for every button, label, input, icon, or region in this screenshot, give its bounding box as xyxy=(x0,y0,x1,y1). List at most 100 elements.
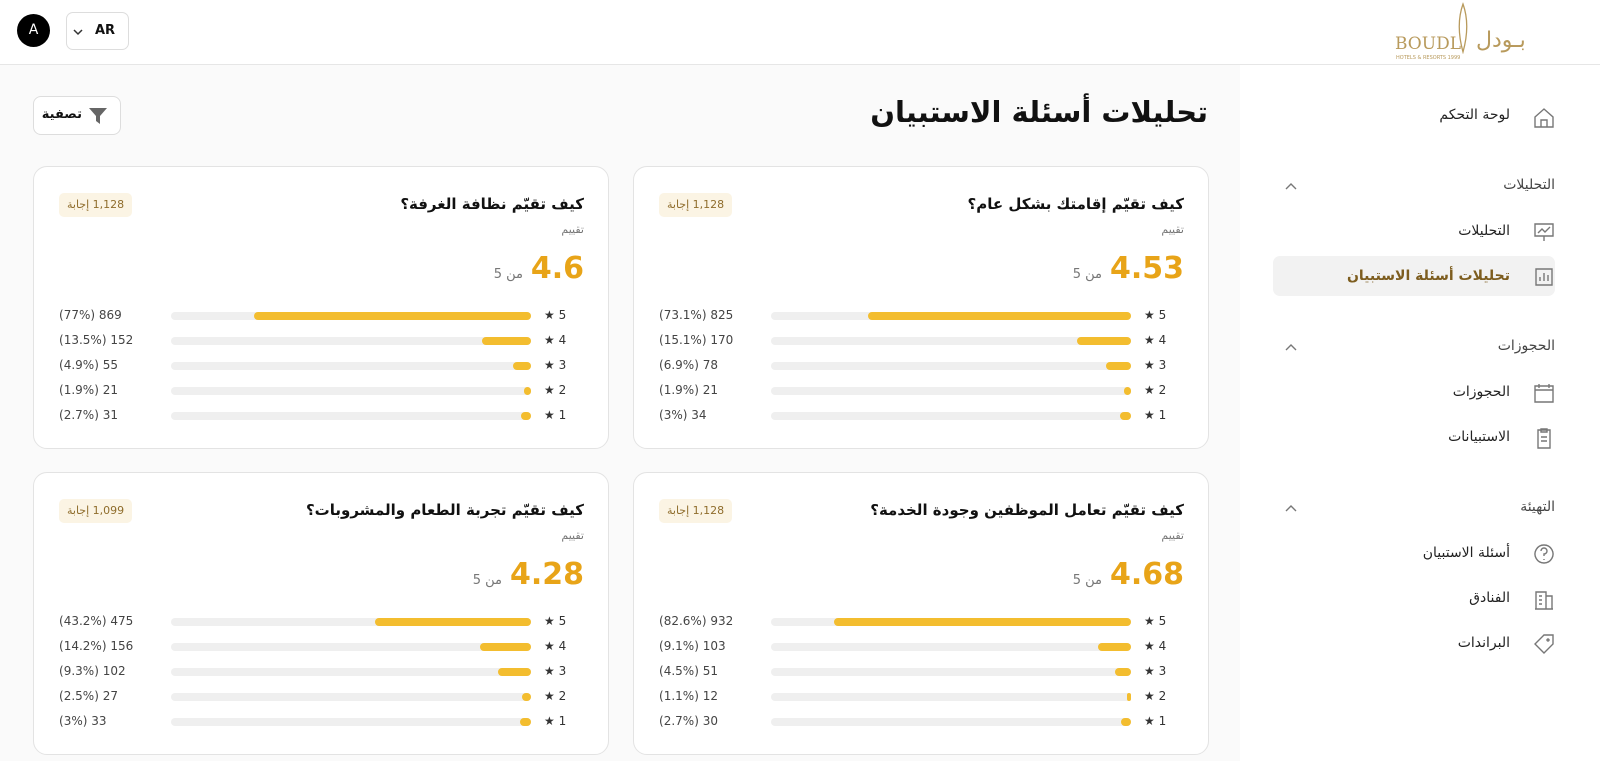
bar-track xyxy=(171,412,531,420)
nav-item[interactable]: البراندات xyxy=(1457,635,1510,651)
star-label: 3 ★ xyxy=(544,664,567,678)
star-label: 1 ★ xyxy=(1144,714,1167,728)
bar-track xyxy=(771,362,1131,370)
count-label: 78 (6.9%) xyxy=(659,358,718,372)
score: 4.6 xyxy=(530,251,584,286)
bar-track xyxy=(771,693,1131,701)
bar xyxy=(522,693,531,701)
score-out-of: من 5 xyxy=(1072,267,1102,282)
chevron-icon xyxy=(1285,344,1297,351)
nav-icon xyxy=(1534,108,1554,128)
count-label: 170 (15.1%) xyxy=(659,333,734,347)
nav-section-title[interactable]: الحجوزات xyxy=(1497,338,1555,354)
star-label: 4 ★ xyxy=(544,333,567,347)
page-title: تحليلات أسئلة الاستبيان xyxy=(870,95,1208,129)
bar xyxy=(1114,668,1131,676)
bar-track xyxy=(171,718,531,726)
bar-track xyxy=(771,387,1131,395)
filter-button[interactable]: تصفية xyxy=(33,96,121,135)
star-label: 1 ★ xyxy=(544,408,567,422)
question-text: كيف تقيّم تجربة الطعام والمشروبات؟ xyxy=(305,501,584,519)
score-label: تقييم xyxy=(561,529,584,542)
star-label: 4 ★ xyxy=(1144,333,1167,347)
count-label: 152 (13.5%) xyxy=(59,333,134,347)
logo-mark xyxy=(1458,2,1468,54)
nav-item[interactable]: الفنادق xyxy=(1469,590,1510,606)
bar xyxy=(497,668,531,676)
responses-badge: 1,128 إجابة xyxy=(659,499,733,523)
nav-icon xyxy=(1534,544,1554,564)
score: 4.68 xyxy=(1109,557,1184,592)
nav-section-title[interactable]: التهيئة xyxy=(1520,499,1555,515)
count-label: 33 (3%) xyxy=(59,714,107,728)
logo-tagline: HOTELS & RESORTS 1999 xyxy=(1396,55,1461,61)
score: 4.53 xyxy=(1109,251,1184,286)
avatar[interactable]: A xyxy=(17,14,50,47)
nav-section-title[interactable]: التحليلات xyxy=(1503,177,1555,193)
filter-label: تصفية xyxy=(41,107,82,122)
bar-track xyxy=(171,362,531,370)
bar xyxy=(524,387,531,395)
star-label: 3 ★ xyxy=(1144,358,1167,372)
count-label: 825 (73.1%) xyxy=(659,308,734,322)
chevron-icon xyxy=(73,29,83,36)
nav-item[interactable]: لوحة التحكم xyxy=(1439,107,1510,123)
logo-latin: BOUDL xyxy=(1395,34,1461,54)
question-text: كيف تقيّم نظافة الغرفة؟ xyxy=(400,195,584,213)
nav-icon xyxy=(1534,223,1554,241)
header: A AR BOUDL بـودل HOTELS & RESORTS 1999 xyxy=(0,0,1600,65)
count-label: 21 (1.9%) xyxy=(59,383,118,397)
bar-track xyxy=(771,718,1131,726)
star-label: 3 ★ xyxy=(1144,664,1167,678)
score: 4.28 xyxy=(509,557,584,592)
question-text: كيف تقيّم إقامتك بشكل عام؟ xyxy=(967,195,1184,213)
nav-item[interactable]: الاستبيانات xyxy=(1448,429,1510,445)
count-label: 869 (77%) xyxy=(59,308,122,322)
score-out-of: من 5 xyxy=(472,573,502,588)
score-label: تقييم xyxy=(1161,223,1184,236)
responses-badge: 1,128 إجابة xyxy=(659,193,733,217)
star-label: 5 ★ xyxy=(544,614,567,628)
bar xyxy=(867,312,1131,320)
nav-item[interactable]: الحجوزات xyxy=(1452,384,1510,400)
bar-track xyxy=(771,337,1131,345)
nav-item[interactable]: التحليلات xyxy=(1458,223,1510,239)
count-label: 21 (1.9%) xyxy=(659,383,718,397)
filter-icon xyxy=(89,108,107,124)
chevron-icon xyxy=(1285,505,1297,512)
bar xyxy=(521,412,531,420)
nav-item[interactable]: تحليلات أسئلة الاستبيان xyxy=(1346,268,1510,284)
star-label: 5 ★ xyxy=(1144,308,1167,322)
bar xyxy=(375,618,531,626)
count-label: 156 (14.2%) xyxy=(59,639,134,653)
sidebar: لوحة التحكم التحليلات التحليلات تحليلات أسئ… xyxy=(1240,65,1600,761)
bar-track xyxy=(171,693,531,701)
bar xyxy=(482,337,531,345)
nav-icon xyxy=(1535,268,1553,286)
star-label: 2 ★ xyxy=(544,383,567,397)
score-label: تقييم xyxy=(1161,529,1184,542)
count-label: 102 (9.3%) xyxy=(59,664,126,678)
count-label: 103 (9.1%) xyxy=(659,639,726,653)
bar-track xyxy=(771,412,1131,420)
bar xyxy=(479,643,531,651)
logo[interactable]: BOUDL بـودل HOTELS & RESORTS 1999 xyxy=(1392,2,1552,62)
nav-icon xyxy=(1534,634,1554,654)
bar-track xyxy=(771,643,1131,651)
bar xyxy=(1106,362,1131,370)
count-label: 30 (2.7%) xyxy=(659,714,718,728)
nav-item[interactable]: أسئلة الاستبيان xyxy=(1422,545,1510,561)
bar-track xyxy=(171,618,531,626)
count-label: 932 (82.6%) xyxy=(659,614,734,628)
bar-track xyxy=(771,668,1131,676)
count-label: 51 (4.5%) xyxy=(659,664,718,678)
bar xyxy=(253,312,531,320)
nav-icon xyxy=(1535,591,1553,610)
star-label: 2 ★ xyxy=(1144,689,1167,703)
count-label: 55 (4.9%) xyxy=(59,358,118,372)
language-label: AR xyxy=(95,23,116,38)
bar xyxy=(1076,337,1131,345)
count-label: 27 (2.5%) xyxy=(59,689,118,703)
language-select[interactable]: AR xyxy=(66,12,129,50)
star-label: 4 ★ xyxy=(1144,639,1167,653)
